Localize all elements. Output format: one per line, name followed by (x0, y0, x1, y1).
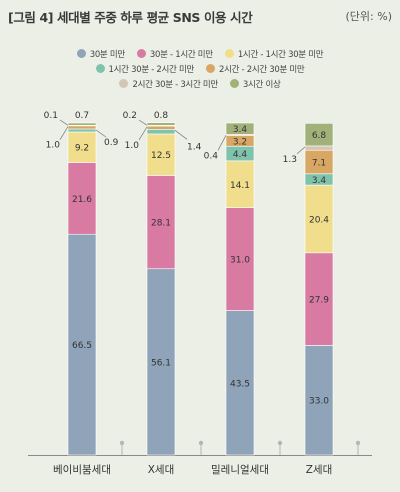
legend-item: 1시간 30분 - 2시간 미만 (95, 63, 195, 75)
legend-swatch (95, 64, 105, 73)
data-label: 0.1 (44, 111, 58, 121)
bar-segment (304, 123, 334, 147)
data-label: 0.7 (75, 111, 89, 121)
bar-segment (67, 122, 97, 126)
legend-label: 2시간 - 2시간 30분 미만 (219, 64, 305, 75)
legend-label: 30분 - 1시간 미만 (149, 49, 213, 60)
bar-segment (225, 122, 255, 135)
legend-item: 2시간 - 2시간 30분 미만 (206, 63, 305, 75)
legend-item: 2시간 30분 - 3시간 미만 (119, 78, 218, 90)
leader-line (296, 146, 306, 155)
bar-segment (67, 128, 97, 133)
data-label: 21.6 (72, 195, 92, 205)
leader-line (174, 130, 188, 140)
data-label: 1.3 (283, 155, 297, 165)
category-label: 밀레니얼세대 (211, 464, 269, 476)
data-label: 0.4 (204, 151, 219, 161)
legend-swatch (224, 49, 234, 58)
data-label: 0.9 (104, 138, 119, 148)
bar-segment (146, 175, 176, 270)
legend-row-1: 30분 미만 30분 - 1시간 미만 1시간 - 1시간 30분 미만 (0, 46, 400, 61)
bar-segment (304, 145, 334, 151)
legend-swatch (119, 79, 129, 88)
data-label: 3.4 (312, 176, 327, 186)
data-label: 3.2 (233, 137, 247, 147)
data-label: 66.5 (72, 341, 92, 351)
bar-segment (67, 131, 97, 163)
bar-segment (304, 345, 334, 456)
leader-line (59, 126, 69, 140)
leader-line (138, 126, 148, 141)
bar-segment (146, 129, 176, 135)
data-label: 12.5 (151, 151, 171, 161)
unit-label: (단위: %) (345, 10, 392, 23)
category-label: Z세대 (306, 464, 333, 476)
legend-swatch (229, 79, 239, 88)
legend-swatch (136, 49, 146, 58)
legend-item: 1시간 - 1시간 30분 미만 (224, 48, 324, 60)
bar-segment (67, 233, 97, 456)
legend-swatch (206, 64, 215, 73)
data-label: 20.4 (309, 215, 329, 225)
bar-segment (146, 268, 176, 456)
data-label: 6.8 (312, 131, 327, 141)
data-label: 0.2 (123, 111, 137, 121)
data-label: 3.4 (233, 125, 248, 135)
legend-label: 3시간 이상 (242, 79, 281, 90)
bar-segment (67, 162, 97, 235)
data-label: 1.0 (125, 141, 140, 151)
data-label: 27.9 (309, 296, 329, 306)
legend-swatch (76, 49, 86, 58)
category-label: X세대 (148, 464, 175, 476)
data-label: 33.0 (309, 397, 329, 407)
leader-line (217, 135, 227, 151)
bar-segment (225, 207, 255, 311)
bar-segment (225, 160, 255, 208)
data-label: 1.0 (46, 141, 61, 151)
leader-line (138, 119, 148, 126)
bar-segment (225, 310, 255, 456)
legend-label: 2시간 30분 - 3시간 미만 (132, 79, 218, 90)
data-label: 14.1 (230, 181, 250, 191)
legend-label: 1시간 30분 - 2시간 미만 (108, 64, 195, 75)
legend-label: 30분 미만 (89, 49, 125, 60)
data-label: 56.1 (151, 358, 171, 368)
legend-row-3: 2시간 30분 - 3시간 미만 3시간 이상 (0, 76, 400, 91)
legend-item: 3시간 이상 (229, 78, 281, 90)
legend-row-2: 1시간 30분 - 2시간 미만 2시간 - 2시간 30분 미만 (0, 61, 400, 76)
legend: 30분 미만 30분 - 1시간 미만 1시간 - 1시간 30분 미만 1시간… (0, 46, 400, 91)
data-label: 0.8 (154, 111, 169, 121)
data-label: 43.5 (230, 379, 250, 389)
legend-item: 30분 - 1시간 미만 (136, 48, 213, 60)
data-label: 9.2 (75, 144, 89, 154)
category-label: 베이비붐세대 (53, 464, 111, 476)
legend-item: 30분 미만 (76, 48, 125, 60)
data-label: 4.4 (233, 150, 248, 160)
data-label: 31.0 (230, 256, 250, 266)
bar-segment (146, 125, 176, 130)
data-label: 7.1 (312, 159, 326, 169)
chart-title: [그림 4] 세대별 주중 하루 평균 SNS 이용 시간 (8, 10, 253, 25)
bar-segment (146, 122, 176, 126)
leader-line (59, 119, 69, 126)
data-label: 28.1 (151, 219, 171, 229)
data-label: 1.4 (187, 142, 202, 152)
bar-segment (304, 252, 334, 346)
legend-label: 1시간 - 1시간 30분 미만 (237, 49, 324, 60)
leader-line (95, 129, 107, 138)
bar-segment (146, 133, 176, 176)
